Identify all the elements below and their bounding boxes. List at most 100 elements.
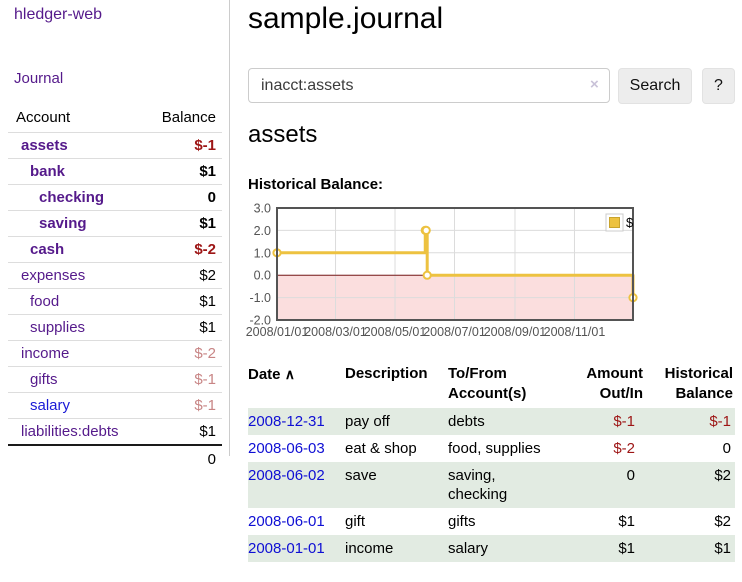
- account-row: checking 0: [8, 184, 222, 210]
- cell-date: 2008-12-31: [248, 408, 345, 435]
- account-balance: $1: [199, 215, 216, 232]
- account-link[interactable]: liabilities:debts: [21, 423, 119, 440]
- cell-historical-balance: $2: [714, 513, 731, 530]
- chart-canvas: $3.0 2.0 1.0 0.0 -1.0 -2.02008/01/012008/03/0…: [246, 203, 638, 339]
- account-link[interactable]: supplies: [30, 319, 86, 336]
- chart-point-marker: [421, 225, 431, 235]
- account-row: cash $-2: [8, 236, 222, 262]
- sort-asc-icon: ∧: [284, 366, 295, 382]
- cell-amount: $-2: [613, 440, 635, 457]
- col-header-amount[interactable]: Amount Out/In: [586, 365, 643, 402]
- account-balance: $-2: [194, 345, 216, 362]
- account-balance: $-1: [194, 371, 216, 388]
- account-link[interactable]: salary: [30, 397, 71, 414]
- x-tick-label: 2008/05/01: [364, 325, 427, 339]
- cell-description: income: [345, 540, 394, 557]
- cell-amount: $1: [618, 513, 635, 530]
- cell-amount: $-1: [613, 413, 635, 430]
- chart-axis-labels: 3.0 2.0 1.0 0.0 -1.0 -2.02008/01/012008/03/01…: [246, 203, 606, 339]
- account-balance: $1: [199, 423, 216, 440]
- cell-tofrom-accounts: food, supplies: [448, 440, 541, 457]
- historical-balance-chart: $3.0 2.0 1.0 0.0 -1.0 -2.0 2008/01/01 2008/03/0…: [240, 203, 646, 345]
- account-link[interactable]: expenses: [21, 267, 86, 284]
- cell-date: 2008-06-03: [248, 435, 345, 462]
- account-link[interactable]: food: [30, 293, 60, 310]
- cell-amount: $1: [618, 540, 635, 557]
- account-link[interactable]: saving: [39, 215, 87, 232]
- y-tick-label: 1.0: [254, 246, 271, 260]
- account-row: liabilities:debts $1: [8, 418, 222, 444]
- cell-historical-balance: $2: [714, 467, 731, 484]
- register-body: 2008-12-31 pay off debts $-1 $-1 2008-06-03 ea…: [248, 408, 735, 562]
- account-link[interactable]: cash: [30, 241, 65, 258]
- account-balance: $-1: [194, 397, 216, 414]
- account-balance: $1: [199, 319, 216, 336]
- y-tick-label: -2.0: [249, 314, 271, 328]
- account-link[interactable]: checking: [39, 189, 105, 206]
- chart-point-marker: [422, 270, 432, 280]
- transaction-date-link[interactable]: 2008-06-01: [248, 513, 325, 530]
- register-row: 2008-06-01 gift gifts $1 $2: [248, 508, 735, 535]
- register-row: 2008-12-31 pay off debts $-1 $-1: [248, 408, 735, 435]
- search-button[interactable]: Search: [618, 68, 692, 104]
- x-tick-label: 2008/11/01: [544, 325, 606, 339]
- page-title: sample.journal: [248, 2, 444, 35]
- account-link[interactable]: bank: [30, 163, 66, 180]
- cell-tofrom-accounts: debts: [448, 413, 485, 430]
- col-header-tofrom-accounts[interactable]: To/From Account(s): [448, 365, 527, 402]
- account-link[interactable]: assets: [21, 137, 68, 154]
- brand-link[interactable]: hledger-web: [14, 6, 103, 23]
- account-link[interactable]: gifts: [30, 371, 58, 388]
- main-content: sample.journal × Search ? assets Histori…: [246, 0, 742, 582]
- help-button[interactable]: ?: [702, 68, 735, 104]
- account-link[interactable]: income: [21, 345, 70, 362]
- account-row: food $1: [8, 288, 222, 314]
- accounts-total: 0: [8, 444, 222, 472]
- register-row: 2008-01-01 income salary $1 $1: [248, 535, 735, 562]
- register-header-row: Date ∧ Description To/From Account(s) Am…: [248, 361, 735, 408]
- cell-historical-balance: $-1: [709, 413, 731, 430]
- col-header-description[interactable]: Description: [345, 365, 428, 382]
- account-heading: assets: [248, 121, 318, 148]
- search-form: × Search ?: [248, 68, 742, 104]
- transaction-date-link[interactable]: 2008-01-01: [248, 540, 325, 557]
- account-row: bank $1: [8, 158, 222, 184]
- date-header-label: Date: [248, 366, 281, 383]
- account-balance: $1: [199, 293, 216, 310]
- legend-label: $: [626, 215, 634, 230]
- cell-description: gift: [345, 513, 366, 530]
- search-input[interactable]: [248, 68, 610, 103]
- cell-description: save: [345, 467, 377, 484]
- account-column-label: Account: [16, 109, 71, 126]
- col-header-date[interactable]: Date ∧: [248, 361, 345, 408]
- account-balance: $-2: [194, 241, 216, 258]
- account-tree-header: Account Balance: [8, 104, 222, 132]
- balance-column-label: Balance: [161, 109, 216, 126]
- sidebar-item-journal[interactable]: Journal: [14, 70, 64, 87]
- cell-tofrom-accounts: salary: [448, 540, 489, 557]
- account-row: income $-2: [8, 340, 222, 366]
- cell-description: eat & shop: [345, 440, 417, 457]
- account-row: supplies $1: [8, 314, 222, 340]
- cell-date: 2008-06-02: [248, 462, 345, 508]
- transaction-date-link[interactable]: 2008-12-31: [248, 413, 325, 430]
- cell-tofrom-accounts: saving, checking: [448, 467, 508, 503]
- chart-border: [276, 207, 634, 321]
- clear-search-icon[interactable]: ×: [590, 76, 599, 93]
- transaction-date-link[interactable]: 2008-06-03: [248, 440, 325, 457]
- y-tick-label: 3.0: [254, 203, 271, 216]
- x-tick-label: 2008/07/01: [423, 325, 486, 339]
- account-row: expenses $2: [8, 262, 222, 288]
- register-table: Date ∧ Description To/From Account(s) Am…: [248, 361, 735, 562]
- cell-date: 2008-06-01: [248, 508, 345, 535]
- cell-amount: 0: [626, 467, 635, 484]
- cell-historical-balance: 0: [722, 440, 731, 457]
- chart-title: Historical Balance:: [248, 176, 384, 193]
- x-tick-label: 2008/01/01: [246, 325, 309, 339]
- x-tick-label: 2008/09/01: [484, 325, 547, 339]
- account-row: salary $-1: [8, 392, 222, 418]
- transaction-date-link[interactable]: 2008-06-02: [248, 467, 325, 484]
- col-header-historical-balance[interactable]: Historical Balance: [664, 365, 733, 402]
- register-row: 2008-06-02 save saving, checking 0 $2: [248, 462, 735, 508]
- y-tick-label: -1.0: [249, 291, 271, 305]
